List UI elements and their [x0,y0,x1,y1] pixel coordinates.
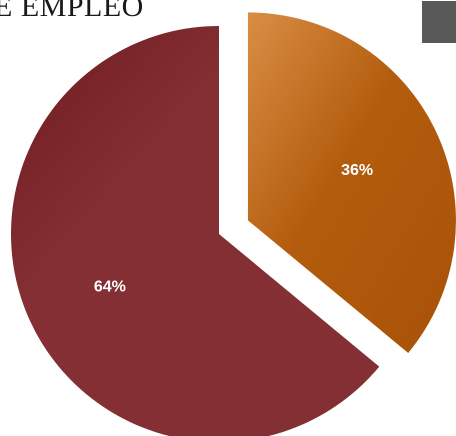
pie-slice-36 [247,12,456,353]
pie-slice-64 [11,26,380,436]
chart-title: E EMPLEO [0,0,144,23]
slice-label-64: 64% [94,278,126,295]
slice-label-36: 36% [341,162,373,179]
legend-swatch [422,1,456,43]
